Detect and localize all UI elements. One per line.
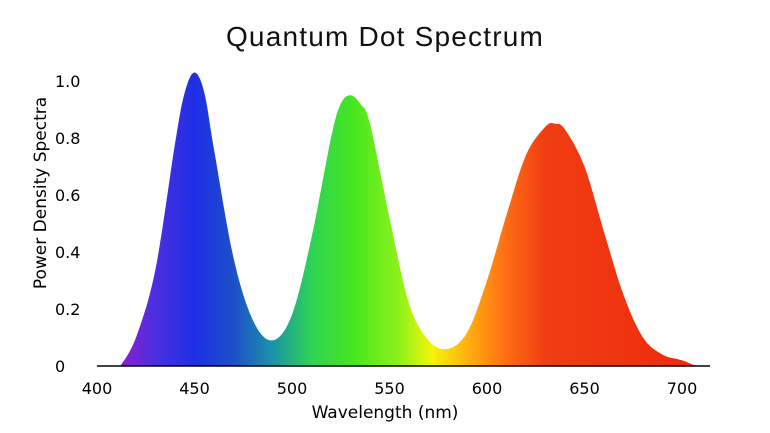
plot-area xyxy=(120,72,696,366)
x-tick-label: 550 xyxy=(374,379,405,398)
x-tick-label: 500 xyxy=(277,379,308,398)
x-axis-ticks: 400 450 500 550 600 650 700 xyxy=(82,379,698,398)
y-tick-label: 0.4 xyxy=(55,243,80,262)
x-tick-label: 650 xyxy=(569,379,600,398)
y-tick-label: 0.2 xyxy=(55,300,80,319)
x-tick-label: 600 xyxy=(472,379,503,398)
y-tick-label: 0 xyxy=(55,357,65,376)
peak-point xyxy=(194,72,195,73)
y-tick-label: 0.8 xyxy=(55,129,80,148)
x-tick-label: 450 xyxy=(179,379,210,398)
peak-point xyxy=(555,123,556,124)
x-tick-label: 700 xyxy=(667,379,698,398)
spectrum-area xyxy=(120,72,696,366)
peak-point xyxy=(352,95,353,96)
peak-markers xyxy=(194,72,556,124)
y-tick-label: 0.6 xyxy=(55,186,80,205)
y-axis-ticks: 0 0.2 0.4 0.6 0.8 1.0 xyxy=(55,72,80,376)
x-tick-label: 400 xyxy=(82,379,113,398)
y-tick-label: 1.0 xyxy=(55,72,80,91)
y-axis-label: Power Density Spectra xyxy=(31,97,51,289)
chart-title: Quantum Dot Spectrum xyxy=(226,21,544,52)
x-axis-label: Wavelength (nm) xyxy=(312,403,459,423)
